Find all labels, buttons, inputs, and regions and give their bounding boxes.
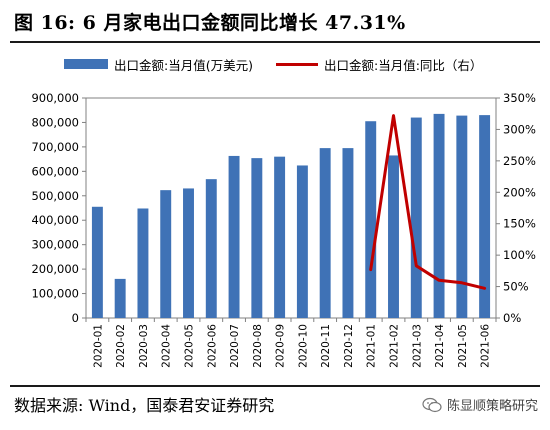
y-right-tick-label: 0% (503, 311, 521, 325)
x-tick-label: 2020-01 (92, 324, 104, 368)
bar-2020-02 (114, 278, 126, 318)
y-right-tick-label: 300% (503, 122, 536, 136)
y-right-tick-label: 350% (503, 91, 536, 105)
y-right-tick-label: 200% (503, 185, 536, 199)
y-right-tick-label: 250% (503, 154, 536, 168)
bar-2020-11 (319, 148, 331, 318)
x-tick-label: 2021-05 (457, 324, 469, 368)
bar-2020-09 (274, 156, 286, 318)
y-left-tick-label: 600,000 (31, 164, 79, 178)
x-tick-label: 2020-12 (343, 324, 355, 368)
x-tick-label: 2020-02 (115, 324, 127, 368)
watermark-text: 陈显顺策略研究 (446, 399, 538, 414)
bar-2020-04 (160, 190, 172, 318)
y-left-tick-label: 700,000 (31, 140, 79, 154)
x-tick-label: 2021-01 (366, 324, 378, 368)
x-tick-label: 2020-09 (275, 324, 287, 368)
y-right-tick-label: 100% (503, 248, 536, 262)
bar-2021-06 (479, 115, 491, 318)
x-tick-label: 2021-06 (480, 324, 492, 368)
bar-2021-05 (456, 115, 468, 318)
x-tick-label: 2020-10 (297, 324, 309, 368)
y-left-tick-label: 100,000 (31, 287, 79, 301)
x-tick-label: 2021-02 (389, 324, 401, 368)
bar-2020-06 (205, 179, 217, 318)
y-left-tick-label: 300,000 (31, 238, 79, 252)
bar-2020-10 (296, 165, 308, 318)
bar-2020-03 (137, 208, 149, 318)
y-left-tick-label: 800,000 (31, 115, 79, 129)
bar-2020-05 (183, 188, 194, 318)
y-left-tick-label: 500,000 (31, 189, 79, 203)
bar-2021-01 (365, 121, 377, 318)
bar-2020-12 (342, 148, 354, 318)
bar-2021-04 (433, 113, 445, 318)
title-rule (10, 41, 540, 43)
bar-2020-08 (251, 158, 263, 318)
y-left-tick-label: 400,000 (31, 213, 79, 227)
wechat-icon (422, 397, 442, 412)
y-left-tick-label: 200,000 (31, 262, 79, 276)
y-left-tick-label: 0 (72, 311, 79, 325)
legend-bar-label: 出口金额:当月值(万美元) (114, 57, 253, 73)
x-tick-label: 2020-11 (320, 324, 332, 368)
source-note: 数据来源: Wind，国泰君安证券研究 (14, 396, 275, 415)
y-left-tick-label: 900,000 (31, 91, 79, 105)
bar-2021-02 (388, 155, 399, 318)
legend-bar-swatch (64, 59, 108, 69)
yoy-line (369, 114, 487, 290)
x-tick-label: 2020-03 (138, 324, 150, 368)
chart-title: 图 16: 6 月家电出口金额同比增长 47.31% (14, 12, 406, 34)
legend-line-label: 出口金额:当月值:同比（右） (324, 57, 483, 73)
legend-item-line: 出口金额:当月值:同比（右） (276, 54, 482, 74)
y-right-tick-label: 150% (503, 217, 536, 231)
source-rule (10, 385, 540, 387)
x-tick-label: 2020-07 (229, 324, 241, 368)
bar-2020-01 (91, 206, 103, 318)
x-tick-label: 2020-05 (184, 324, 196, 368)
x-tick-label: 2020-08 (252, 324, 264, 368)
x-tick-label: 2020-04 (161, 324, 173, 368)
y-right-tick-label: 50% (503, 280, 529, 294)
combo-chart: 0 100,000 200,000 300,000 400,000 500,000 600,… (31, 91, 536, 368)
x-tick-label: 2021-04 (434, 324, 446, 368)
legend-line-swatch (276, 62, 318, 66)
bar-2020-07 (228, 155, 240, 318)
legend-item-bar: 出口金额:当月值(万美元) (64, 54, 253, 74)
legend: 出口金额:当月值(万美元) 出口金额:当月值:同比（右） (0, 54, 550, 74)
watermark: 陈显顺策略研究 (422, 395, 538, 414)
x-tick-label: 2021-03 (411, 324, 423, 368)
x-tick-label: 2020-06 (206, 324, 218, 368)
bar-2021-03 (410, 117, 422, 318)
